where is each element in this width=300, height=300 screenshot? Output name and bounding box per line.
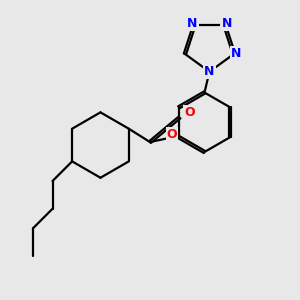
Text: N: N xyxy=(204,65,214,78)
Text: N: N xyxy=(187,17,197,30)
Text: O: O xyxy=(167,128,177,141)
Text: N: N xyxy=(231,47,241,60)
Text: O: O xyxy=(184,106,195,119)
Text: N: N xyxy=(221,17,232,30)
